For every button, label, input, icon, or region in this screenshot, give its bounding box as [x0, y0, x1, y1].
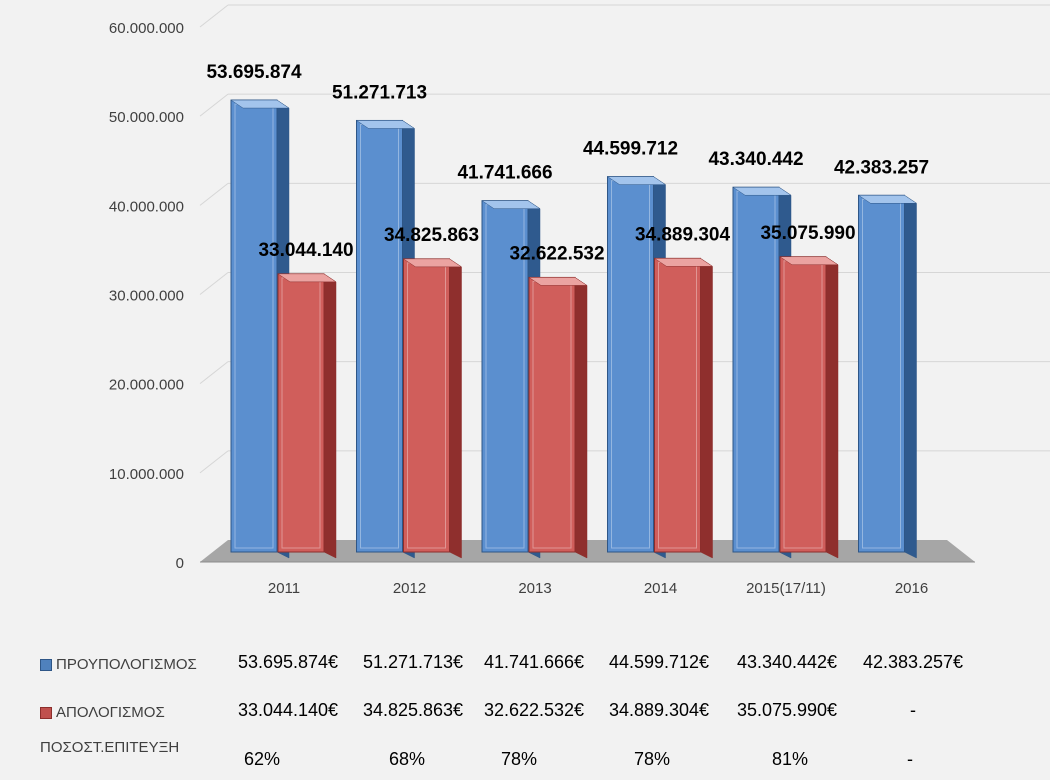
bar-budget-2014 [607, 176, 654, 553]
bar-top-actual [528, 277, 588, 286]
table-cell: 78% [500, 749, 538, 769]
y-tick-label: 30.000.000 [109, 288, 184, 305]
bar-actual-2011 [277, 273, 325, 553]
bar-top-actual [653, 258, 714, 267]
y-tick-label: 60.000.000 [109, 20, 184, 37]
bar-budget-2015(17/11) [732, 186, 780, 553]
bar-actual-2012 [403, 258, 450, 553]
legend-label-budget: ΠΡΟΥΠΟΛΟΓΙΣΜΟΣ [56, 656, 197, 673]
bar-top-budget [481, 200, 541, 209]
bar-top-budget [732, 186, 792, 196]
table-cell: 33.044.140€ [237, 700, 339, 720]
data-labels: 53.695.874 33.044.140 51.271.713 34.825.863… [206, 62, 929, 264]
percentage-label: ΠΟΣΟΣΤ.ΕΠΙΤΕΥΞΗ [40, 739, 180, 756]
data-label-actual: 35.075.990 [760, 223, 855, 244]
data-label-budget: 43.340.442 [708, 149, 803, 170]
x-tick-label: 2012 [393, 580, 426, 597]
y-tick-label: 10.000.000 [109, 466, 184, 483]
bar-side-budget [904, 194, 917, 559]
bar-budget-2011 [230, 99, 278, 553]
bar-budget-2012 [356, 119, 403, 553]
table-row-percentage: ΠΟΣΟΣΤ.ΕΠΙΤΕΥΞΗ 62% 68% 78% 78% 81% - [0, 739, 1050, 773]
bar-side-actual [574, 276, 588, 559]
bar-top-budget [857, 195, 918, 204]
data-label-actual: 34.825.863 [384, 225, 479, 246]
table-cell: - [910, 700, 916, 720]
data-label-budget: 42.383.257 [834, 157, 929, 178]
table-cell: 32.622.532€ [483, 700, 585, 720]
table-cell: 34.825.863€ [362, 700, 464, 720]
bar-side-actual [449, 258, 462, 559]
gridline-diagonal [199, 272, 229, 295]
y-axis: 0 10.000.000 20.000.000 30.000.000 40.000.00… [109, 20, 184, 572]
data-label-budget: 53.695.874 [206, 62, 302, 83]
legend-budget: ΠΡΟΥΠΟΛΟΓΙΣΜΟΣ [40, 656, 197, 673]
data-label-actual: 32.622.532 [509, 243, 604, 264]
legend-swatch-blue [40, 658, 52, 671]
bar-side-actual [825, 256, 839, 559]
bar-side-actual [323, 273, 337, 559]
bar-actual-2014 [654, 257, 701, 553]
legend-swatch-red [40, 706, 52, 719]
data-label-budget: 41.741.666 [457, 163, 552, 184]
x-tick-label: 2013 [518, 580, 551, 597]
y-tick-label: 40.000.000 [109, 198, 184, 215]
bar-actual-2013 [528, 276, 576, 553]
gridline-diagonal [199, 361, 229, 385]
x-tick-label: 2015(17/11) [746, 580, 826, 597]
data-label-actual: 34.889.304 [635, 224, 731, 245]
table-cell: - [907, 749, 913, 769]
x-tick-label: 2016 [895, 580, 928, 597]
bar-top-budget [230, 99, 290, 109]
data-label-budget: 51.271.713 [332, 82, 427, 103]
legend-label-actual: ΑΠΟΛΟΓΙΣΜΟΣ [56, 704, 165, 721]
gridline-diagonal [199, 182, 229, 206]
y-tick-label: 20.000.000 [109, 377, 184, 394]
percentage-row-label: ΠΟΣΟΣΤ.ΕΠΙΤΕΥΞΗ [40, 739, 179, 756]
table-cell: 68% [388, 749, 426, 769]
bar-top-budget [355, 120, 416, 129]
table-cell: 78% [633, 749, 671, 769]
x-axis: 2011 2012 2013 2014 2015(17/11) 2016 [268, 580, 928, 597]
gridline-diagonal [199, 93, 229, 117]
data-label-budget: 44.599.712 [583, 139, 678, 160]
table-cell: 42.383.257€ [862, 652, 964, 672]
legend-actual: ΑΠΟΛΟΓΙΣΜΟΣ [40, 704, 165, 721]
table-cell: 62% [243, 749, 281, 769]
bar-top-actual [779, 256, 839, 266]
table-cell: 53.695.874€ [237, 652, 339, 672]
x-tick-label: 2011 [268, 580, 300, 597]
table-cell: 41.741.666€ [483, 652, 585, 672]
gridline-diagonal [199, 4, 229, 28]
x-tick-label: 2014 [644, 580, 677, 597]
table-row-budget: ΠΡΟΥΠΟΛΟΓΙΣΜΟΣ 53.695.874€ 51.271.713€ 4… [0, 652, 1050, 682]
bar-budget-2013 [481, 200, 529, 553]
table-cell: 35.075.990€ [736, 700, 838, 720]
table-cell: 34.889.304€ [608, 700, 710, 720]
table-cell: 81% [771, 749, 809, 769]
table-row-actual: ΑΠΟΛΟΓΙΣΜΟΣ 33.044.140€ 34.825.863€ 32.6… [0, 700, 1050, 730]
table-cell: 43.340.442€ [736, 652, 838, 672]
bar-top-actual [277, 273, 337, 283]
bars [230, 99, 918, 559]
y-tick-label: 50.000.000 [109, 109, 184, 126]
bar-top-actual [402, 258, 463, 268]
data-label-actual: 33.044.140 [258, 240, 353, 261]
table-cell: 44.599.712€ [608, 652, 710, 672]
bar-budget-2016 [858, 194, 905, 553]
bar-top-budget [606, 176, 667, 185]
y-tick-label: 0 [176, 555, 184, 572]
bar-actual-2015(17/11) [779, 256, 827, 553]
bar-side-actual [700, 257, 713, 559]
table-cell: 51.271.713€ [362, 652, 464, 672]
gridline-diagonal [199, 450, 229, 474]
bar-chart: 0 10.000.000 20.000.000 30.000.000 40.000.00… [109, 4, 1050, 597]
